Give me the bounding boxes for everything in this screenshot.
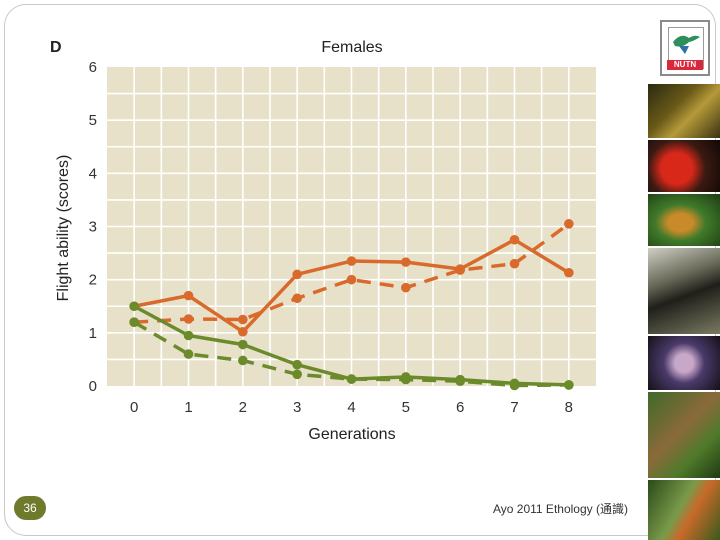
series-4-point <box>509 380 520 391</box>
bird-icon <box>673 35 700 54</box>
series-2-point <box>564 219 574 229</box>
series-1-point <box>401 257 411 267</box>
chart-title: Females <box>321 39 382 56</box>
y-tick-label: 1 <box>89 325 97 342</box>
series-4-point <box>564 380 574 390</box>
series-2-point <box>292 293 302 304</box>
series-1-point <box>564 267 574 278</box>
y-tick-label: 6 <box>89 59 97 76</box>
series-layer <box>129 219 574 391</box>
series-1-point <box>183 290 194 301</box>
x-tick-label: 8 <box>565 399 573 416</box>
frog-photo <box>648 84 720 138</box>
y-axis-title: Flight ability (scores) <box>55 155 72 302</box>
x-tick-label: 0 <box>130 399 138 416</box>
series-1-point <box>238 326 248 337</box>
lizard-photo <box>648 392 720 478</box>
tree-frog-photo <box>648 194 720 246</box>
y-tick-label: 2 <box>89 272 97 289</box>
x-tick-label: 2 <box>239 399 247 416</box>
octopus-photo <box>648 336 720 390</box>
series-2-point <box>401 282 411 293</box>
series-2-point <box>238 314 248 325</box>
series-4-point <box>401 374 411 385</box>
series-line-4 <box>133 320 569 388</box>
series-4-point <box>346 374 357 384</box>
x-tick-label: 3 <box>293 399 301 416</box>
university-logo: NUTN <box>660 20 710 76</box>
series-4-point <box>238 355 248 366</box>
x-tick-label: 7 <box>510 399 518 416</box>
x-tick-label: 1 <box>184 399 192 416</box>
y-tick-label: 3 <box>89 219 97 236</box>
series-2-point <box>346 274 357 285</box>
panel-label: D <box>50 39 62 56</box>
series-3-point <box>129 301 139 312</box>
tick-labels: 0 1 2 3 4 5 6 7 8 0 1 2 3 4 5 6 <box>89 59 573 416</box>
series-2-point <box>455 265 465 275</box>
series-2-point <box>183 314 194 324</box>
y-tick-label: 5 <box>89 112 97 129</box>
x-tick-label: 5 <box>402 399 410 416</box>
logo-text: NUTN <box>667 60 703 70</box>
series-4-point <box>183 349 194 359</box>
insect-photo <box>648 480 720 540</box>
series-1-point <box>346 256 357 266</box>
series-2-point <box>509 258 520 269</box>
footer-credit: Ayo 2011 Ethology (通識) <box>493 502 628 516</box>
x-tick-label: 4 <box>347 399 355 416</box>
series-3-point <box>183 330 194 341</box>
marmoset-photo <box>648 248 720 334</box>
series-4-point <box>455 376 465 387</box>
series-1-point <box>509 234 520 245</box>
series-line-2 <box>134 222 570 324</box>
x-axis-title: Generations <box>308 426 395 443</box>
x-tick-label: 6 <box>456 399 464 416</box>
series-4-point <box>292 369 302 380</box>
series-3-point <box>292 359 302 370</box>
series-4-point <box>129 317 139 328</box>
red-frog-photo <box>648 140 720 192</box>
grid-lines <box>107 67 596 386</box>
series-1-point <box>292 269 302 280</box>
series-3-point <box>238 339 248 350</box>
page-number: 36 <box>14 496 46 520</box>
y-tick-label: 0 <box>89 378 97 395</box>
y-tick-label: 4 <box>89 165 97 182</box>
